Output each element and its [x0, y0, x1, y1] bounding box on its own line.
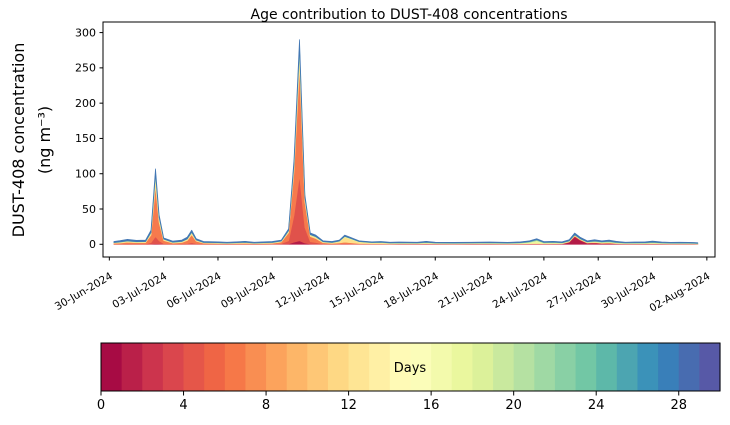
area-band-10-14-days [113, 51, 699, 245]
area-band-6-9-days [113, 66, 699, 245]
colorbar-segment [637, 343, 659, 391]
colorbar-tick-label: 8 [262, 398, 270, 413]
colorbar-segment [451, 343, 473, 391]
colorbar-tick-label: 24 [588, 398, 605, 413]
y-tick-label: 150 [75, 132, 96, 145]
y-tick-label: 100 [75, 168, 96, 181]
x-tick-label: 21-Jul-2024 [436, 270, 495, 311]
y-axis-label-line2: (ng m⁻³) [35, 106, 54, 174]
colorbar-segment [493, 343, 515, 391]
colorbar-tick-label: 28 [670, 398, 687, 413]
colorbar-tick-label: 4 [179, 398, 187, 413]
x-tick-label: 12-Jul-2024 [273, 270, 332, 311]
colorbar-segment [431, 343, 453, 391]
colorbar-segment [101, 343, 123, 391]
y-tick-label: 300 [75, 26, 96, 39]
colorbar-label: Days [394, 361, 427, 376]
colorbar-segment [348, 343, 370, 391]
colorbar-segment [204, 343, 226, 391]
colorbar-segment [142, 343, 164, 391]
colorbar-ticks: 0 4 8 12 16 20 24 28 [97, 391, 687, 413]
colorbar-segment [183, 343, 205, 391]
colorbar-segment [286, 343, 308, 391]
colorbar-segment [513, 343, 535, 391]
colorbar-segment [410, 343, 432, 391]
stacked-areas [113, 39, 699, 245]
colorbar-segment [224, 343, 247, 391]
colorbar-tick-label: 16 [423, 398, 440, 413]
y-axis-ticks: 0 50 100 150 200 250 300 [75, 26, 103, 251]
y-tick-label: 0 [89, 238, 96, 251]
colorbar-segment [554, 343, 577, 391]
colorbar-segment [596, 343, 618, 391]
x-tick-label: 02-Aug-2024 [648, 270, 713, 315]
colorbar-tick-label: 20 [505, 398, 522, 413]
area-band-20-24-days [113, 47, 699, 244]
x-tick-label: 06-Jul-2024 [165, 270, 224, 311]
colorbar-segment [245, 343, 267, 391]
colorbar-frame [100, 342, 721, 392]
colorbar-segment [327, 343, 350, 391]
x-tick-label: 09-Jul-2024 [219, 270, 278, 311]
x-tick-label: 03-Jul-2024 [110, 270, 169, 311]
x-tick-label: 15-Jul-2024 [328, 270, 387, 311]
colorbar-segment [266, 343, 288, 391]
y-axis-label-line1: DUST-408 concentration [9, 43, 28, 238]
x-tick-label: 24-Jul-2024 [491, 270, 550, 311]
colorbar-segment [307, 343, 329, 391]
plot-frame [102, 21, 716, 258]
y-tick-label: 200 [75, 97, 96, 110]
colorbar-gradient [101, 343, 721, 391]
colorbar-segment [162, 343, 185, 391]
colorbar-segment [699, 343, 721, 391]
chart-title: Age contribution to DUST-408 concentrati… [251, 7, 568, 23]
colorbar-segment [389, 343, 412, 391]
y-tick-label: 50 [82, 203, 96, 216]
colorbar-segment [678, 343, 700, 391]
y-tick-label: 250 [75, 62, 96, 75]
x-tick-label: 27-Jul-2024 [545, 270, 604, 311]
colorbar-segment [121, 343, 143, 391]
area-band-3-5-days [113, 175, 699, 245]
x-axis-ticks: 30-Jun-202403-Jul-202406-Jul-202409-Jul-… [53, 257, 713, 315]
colorbar-tick-label: 0 [97, 398, 105, 413]
area-band-15-19-days [113, 49, 699, 245]
x-tick-label: 30-Jun-2024 [53, 270, 115, 313]
area-band-25-30-days [113, 39, 699, 244]
colorbar-segment [534, 343, 556, 391]
x-tick-label: 18-Jul-2024 [382, 270, 441, 311]
colorbar-tick-label: 12 [340, 398, 357, 413]
colorbar-segment [616, 343, 639, 391]
colorbar-segment [575, 343, 597, 391]
colorbar-segment [658, 343, 680, 391]
colorbar-segment [472, 343, 494, 391]
colorbar-segment [369, 343, 391, 391]
